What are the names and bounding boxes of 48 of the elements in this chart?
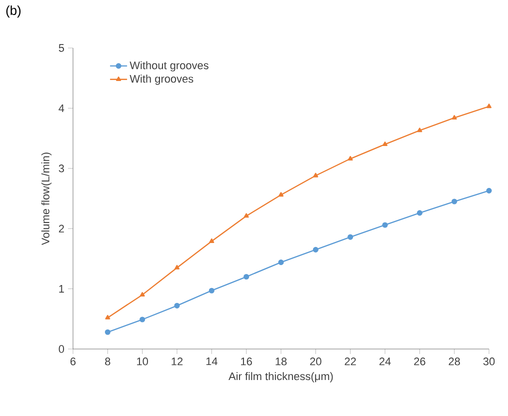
point <box>174 302 180 308</box>
point <box>416 210 422 216</box>
point <box>105 314 110 320</box>
point <box>244 274 250 280</box>
legend-label: With grooves <box>130 74 194 85</box>
point <box>382 222 388 228</box>
point <box>452 115 457 120</box>
point <box>452 198 458 204</box>
x-tick-label: 8 <box>105 358 110 366</box>
point <box>348 234 354 240</box>
x-axis-title: Air film thickness(μm) <box>228 372 333 382</box>
y-tick-label: 2 <box>58 224 64 232</box>
x-tick-label: 10 <box>137 358 148 366</box>
point <box>348 156 353 160</box>
point <box>244 213 249 218</box>
point <box>140 292 145 297</box>
point <box>382 142 388 146</box>
point <box>312 246 318 252</box>
x-tick-label: 14 <box>206 358 218 366</box>
point <box>486 104 492 108</box>
x-tick-label: 16 <box>241 358 252 366</box>
point <box>174 264 180 270</box>
x-tick-label: 24 <box>379 358 391 366</box>
y-tick-label: 0 <box>58 345 64 353</box>
point <box>104 329 110 335</box>
x-tick-label: 28 <box>448 358 460 366</box>
y-tick-label: 4 <box>58 104 64 112</box>
x-tick-label: 30 <box>483 358 495 366</box>
x-tick-label: 26 <box>414 358 426 366</box>
point <box>417 128 422 132</box>
point <box>278 192 284 197</box>
legend-label: Without grooves <box>130 61 208 72</box>
point <box>313 172 318 178</box>
point <box>278 260 284 266</box>
point <box>140 316 146 322</box>
x-tick-label: 20 <box>310 358 322 366</box>
y-tick-label: 1 <box>59 285 64 293</box>
chart-title: (b) <box>6 6 21 18</box>
point <box>486 188 492 194</box>
x-tick-label: 6 <box>70 358 76 366</box>
x-tick-label: 22 <box>344 358 356 366</box>
y-tick-label: 5 <box>58 44 64 52</box>
point <box>209 238 214 243</box>
x-tick-label: 12 <box>172 358 183 366</box>
x-tick-label: 18 <box>276 358 287 366</box>
y-axis-title: Volume flow(L/min) <box>41 152 52 246</box>
point <box>208 288 214 294</box>
y-tick-label: 3 <box>58 164 64 172</box>
